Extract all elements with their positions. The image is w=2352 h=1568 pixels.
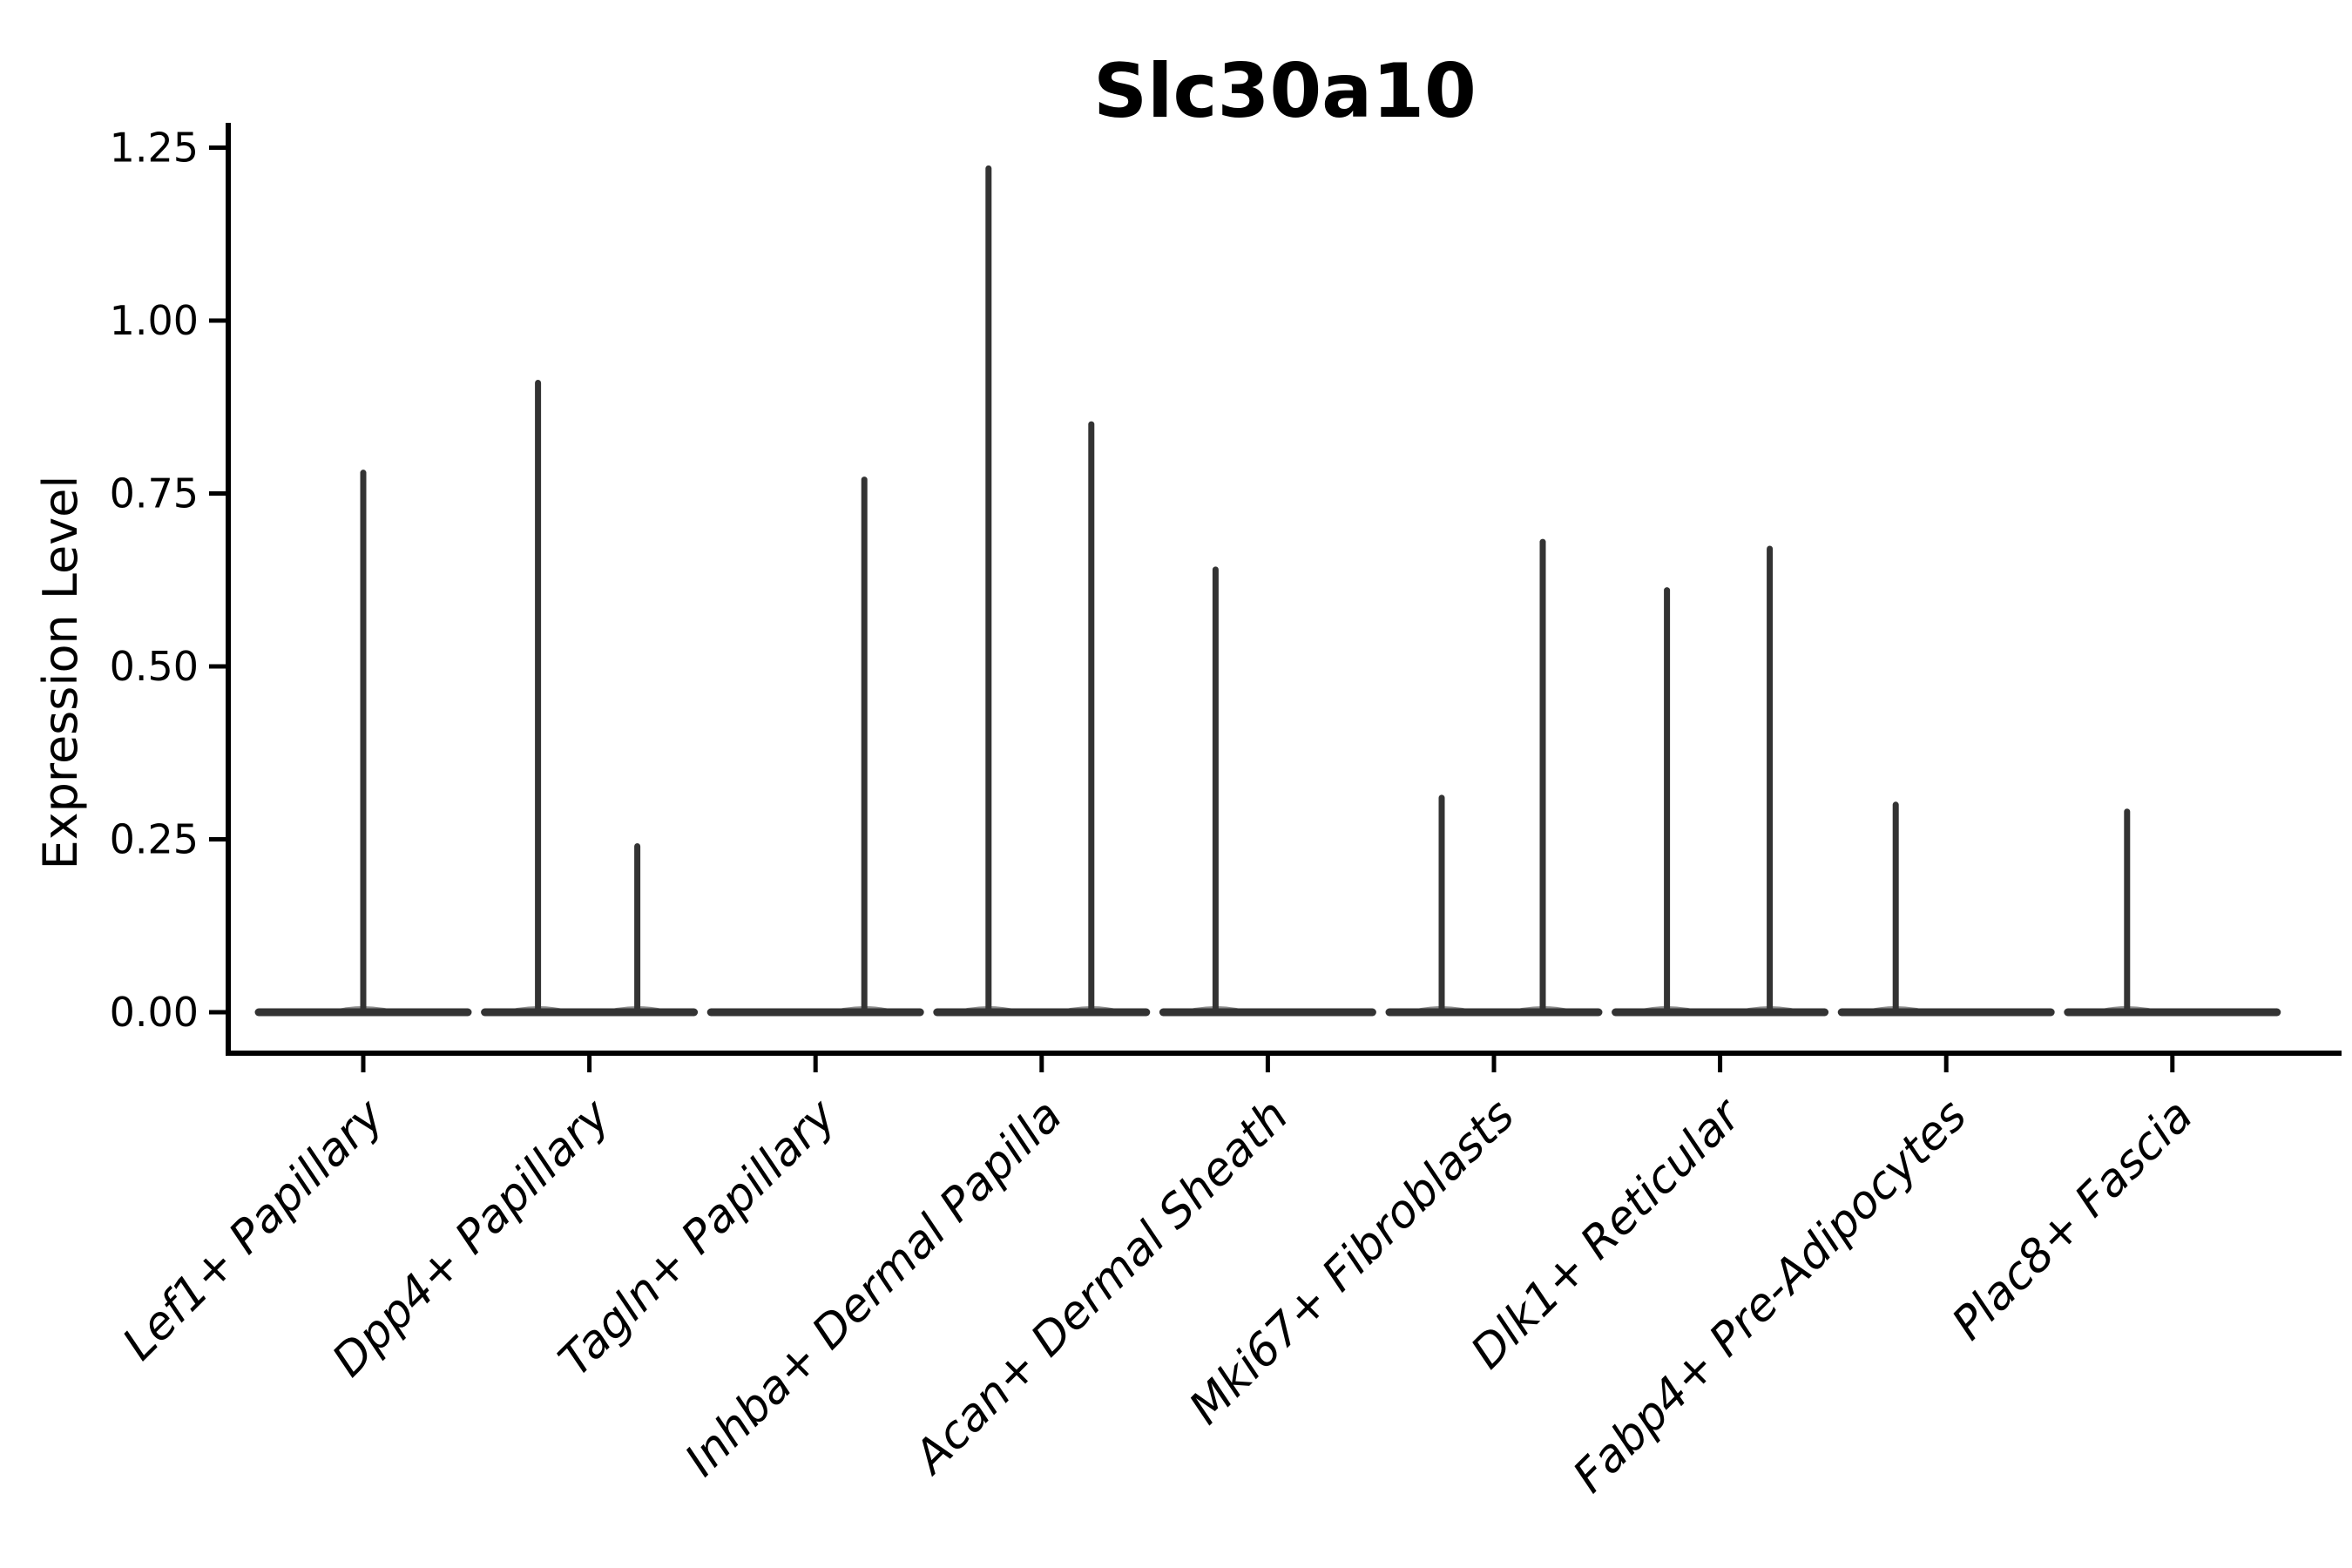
y-tick-label: 1.25 xyxy=(110,125,199,172)
violin xyxy=(481,379,699,1017)
y-tick-label: 0.50 xyxy=(110,643,199,690)
y-tick-label: 0.75 xyxy=(110,470,199,517)
axes-spines xyxy=(226,123,2342,1056)
violin xyxy=(706,476,924,1017)
violin xyxy=(254,470,472,1017)
x-tick-label: Plac8+ Fascia xyxy=(1943,1090,2203,1350)
violin-series xyxy=(254,165,2281,1017)
chart-title: Slc30a10 xyxy=(1093,48,1477,135)
y-tick-label: 0.25 xyxy=(110,816,199,863)
violin xyxy=(1612,545,1829,1017)
y-tick-label: 0.00 xyxy=(110,989,199,1036)
x-tick-label: Inhba+ Dermal Papilla xyxy=(675,1090,1072,1487)
violin xyxy=(2064,808,2281,1017)
violin xyxy=(1385,538,1603,1017)
x-tick-label: Fabp4+ Pre-Adipocytes xyxy=(1564,1090,1977,1504)
y-axis-label: Expression Level xyxy=(33,476,88,870)
x-tick-label: Acan+ Dermal Sheath xyxy=(903,1090,1299,1485)
violin xyxy=(1159,566,1376,1017)
violin xyxy=(933,165,1151,1017)
y-axis-ticks: 0.00 0.25 0.50 0.75 1.00 1.25 xyxy=(110,125,228,1036)
violin xyxy=(1837,801,2055,1017)
y-tick-label: 1.00 xyxy=(110,297,199,344)
